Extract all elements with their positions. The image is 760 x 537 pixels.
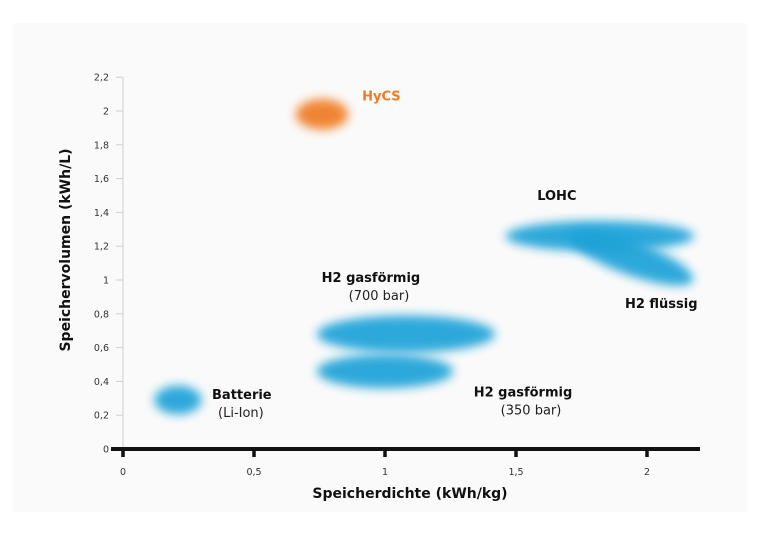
y-tick-label: 0,6 bbox=[94, 343, 109, 354]
y-tick-label: 1,6 bbox=[94, 174, 109, 185]
y-axis-title: Speichervolumen (kWh/L) bbox=[58, 148, 74, 351]
y-tick-label: 0 bbox=[103, 445, 109, 456]
point-label: H2 gasförmig bbox=[474, 385, 573, 400]
data-point-5 bbox=[569, 230, 694, 286]
data-points bbox=[154, 99, 695, 415]
point-label: H2 gasförmig bbox=[322, 271, 421, 286]
point-sublabel: (Li-Ion) bbox=[218, 406, 264, 421]
y-tick-label: 1,2 bbox=[94, 242, 109, 253]
y-tick-label: 0,4 bbox=[94, 377, 109, 388]
x-axis: 0 0,5 1 1,5 2 bbox=[111, 447, 700, 478]
data-point-0 bbox=[295, 99, 349, 130]
x-axis-title: Speicherdichte (kWh/kg) bbox=[312, 486, 507, 502]
y-axis: 0 0,2 0,4 0,6 0,8 1 1,2 1,4 1,6 1,8 2 2,2 bbox=[94, 73, 124, 456]
point-label: Batterie bbox=[212, 388, 272, 403]
y-tick-label: 2,2 bbox=[94, 73, 109, 84]
y-tick-label: 1,8 bbox=[94, 140, 109, 151]
x-tick-label: 1,5 bbox=[508, 467, 523, 478]
x-tick-label: 0,5 bbox=[246, 467, 261, 478]
data-point-3 bbox=[316, 354, 454, 389]
point-label: HyCS bbox=[362, 89, 401, 104]
y-tick-label: 1,4 bbox=[94, 208, 109, 219]
y-tick-label: 1 bbox=[103, 276, 109, 287]
point-label: H2 flüssig bbox=[625, 297, 698, 312]
point-sublabel: (350 bar) bbox=[501, 403, 562, 418]
point-labels: HyCS Batterie (Li-Ion) H2 gasförmig (700 bar… bbox=[212, 89, 698, 421]
data-point-2 bbox=[316, 315, 496, 353]
point-sublabel: (700 bar) bbox=[349, 289, 410, 304]
x-tick-label: 0 bbox=[120, 467, 126, 478]
point-label: LOHC bbox=[537, 189, 576, 204]
y-tick-label: 0,8 bbox=[94, 309, 109, 320]
data-point-1 bbox=[154, 385, 202, 415]
x-tick-label: 2 bbox=[644, 467, 650, 478]
y-tick-label: 2 bbox=[103, 107, 109, 118]
x-tick-label: 1 bbox=[382, 467, 388, 478]
y-tick-label: 0,2 bbox=[94, 411, 109, 422]
